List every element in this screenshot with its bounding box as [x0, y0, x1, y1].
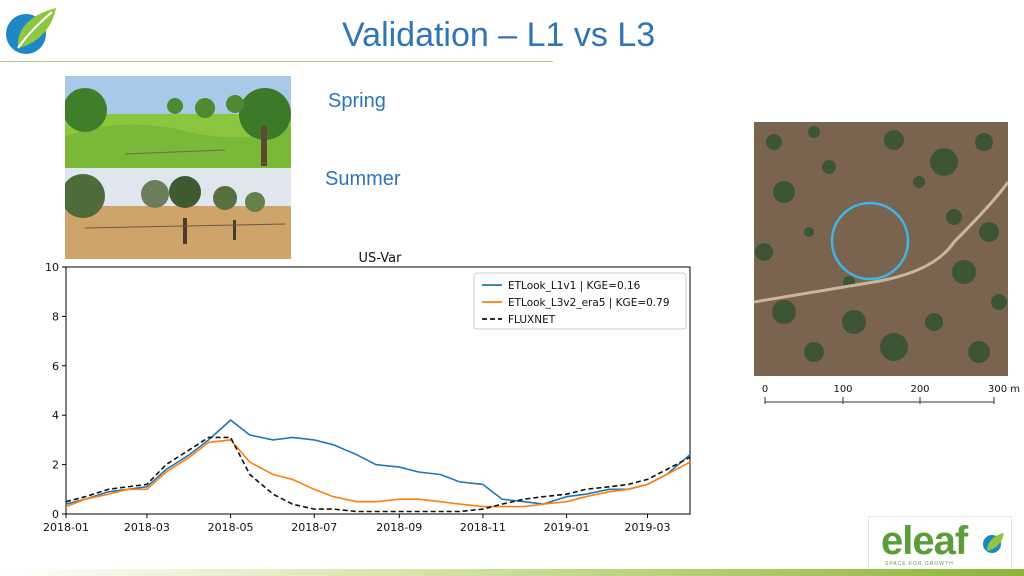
x-tick-label: 2018-05 [208, 521, 254, 534]
summer-photo [65, 168, 291, 259]
x-tick-label: 2018-01 [43, 521, 89, 534]
legend-label: ETLook_L1v1 | KGE=0.16 [508, 280, 641, 292]
leaf-logo-icon [6, 8, 56, 54]
footer-bar [0, 569, 1024, 576]
scale-tick-200: 200 [910, 384, 929, 395]
scale-bar: 0 100 200 300 m [762, 384, 1020, 404]
spring-label: Spring [328, 90, 386, 112]
series-line-3 [65, 436, 691, 513]
legend-label: FLUXNET [508, 314, 556, 326]
series-lines [65, 419, 691, 513]
legend-label: ETLook_L3v2_era5 | KGE=0.79 [508, 297, 670, 309]
y-axis: 0 2 4 6 8 10 [45, 261, 66, 521]
x-axis: 2018-01 2018-03 2018-05 2018-07 2018-09 2018-… [43, 514, 670, 534]
site-circle [830, 201, 910, 281]
x-tick-label: 2018-11 [460, 521, 506, 534]
scale-tick-0: 0 [762, 384, 768, 395]
spring-photo [65, 76, 291, 168]
title-divider [0, 61, 553, 62]
y-tick-label: 2 [52, 459, 59, 472]
satellite-map [754, 122, 1008, 376]
y-tick-label: 6 [52, 360, 59, 373]
eleaf-wordmark: eleaf [881, 519, 968, 563]
y-tick-label: 4 [52, 409, 59, 422]
scale-tick-300: 300 m [988, 384, 1020, 395]
page-title: Validation – L1 vs L3 [342, 16, 656, 54]
legend-box [473, 272, 687, 330]
y-tick-label: 10 [45, 261, 59, 274]
leaf-icon [983, 533, 1004, 553]
x-tick-label: 2018-07 [291, 521, 337, 534]
summer-label: Summer [325, 168, 401, 190]
y-tick-label: 8 [52, 310, 59, 323]
y-tick-label: 0 [52, 508, 59, 521]
series-line-1 [65, 419, 691, 505]
x-tick-label: 2018-09 [376, 521, 422, 534]
eleaf-tagline: SPACE FOR GROWTH [885, 561, 954, 567]
series-line-2 [65, 439, 691, 508]
legend: ETLook_L1v1 | KGE=0.16 ETLook_L3v2_era5 |… [473, 272, 687, 330]
chart-title: US-Var [359, 251, 403, 266]
x-tick-label: 2019-03 [625, 521, 671, 534]
x-tick-label: 2019-01 [544, 521, 590, 534]
eleaf-logo: eleaf SPACE FOR GROWTH [868, 516, 1012, 572]
x-tick-label: 2018-03 [124, 521, 170, 534]
scale-tick-100: 100 [833, 384, 852, 395]
